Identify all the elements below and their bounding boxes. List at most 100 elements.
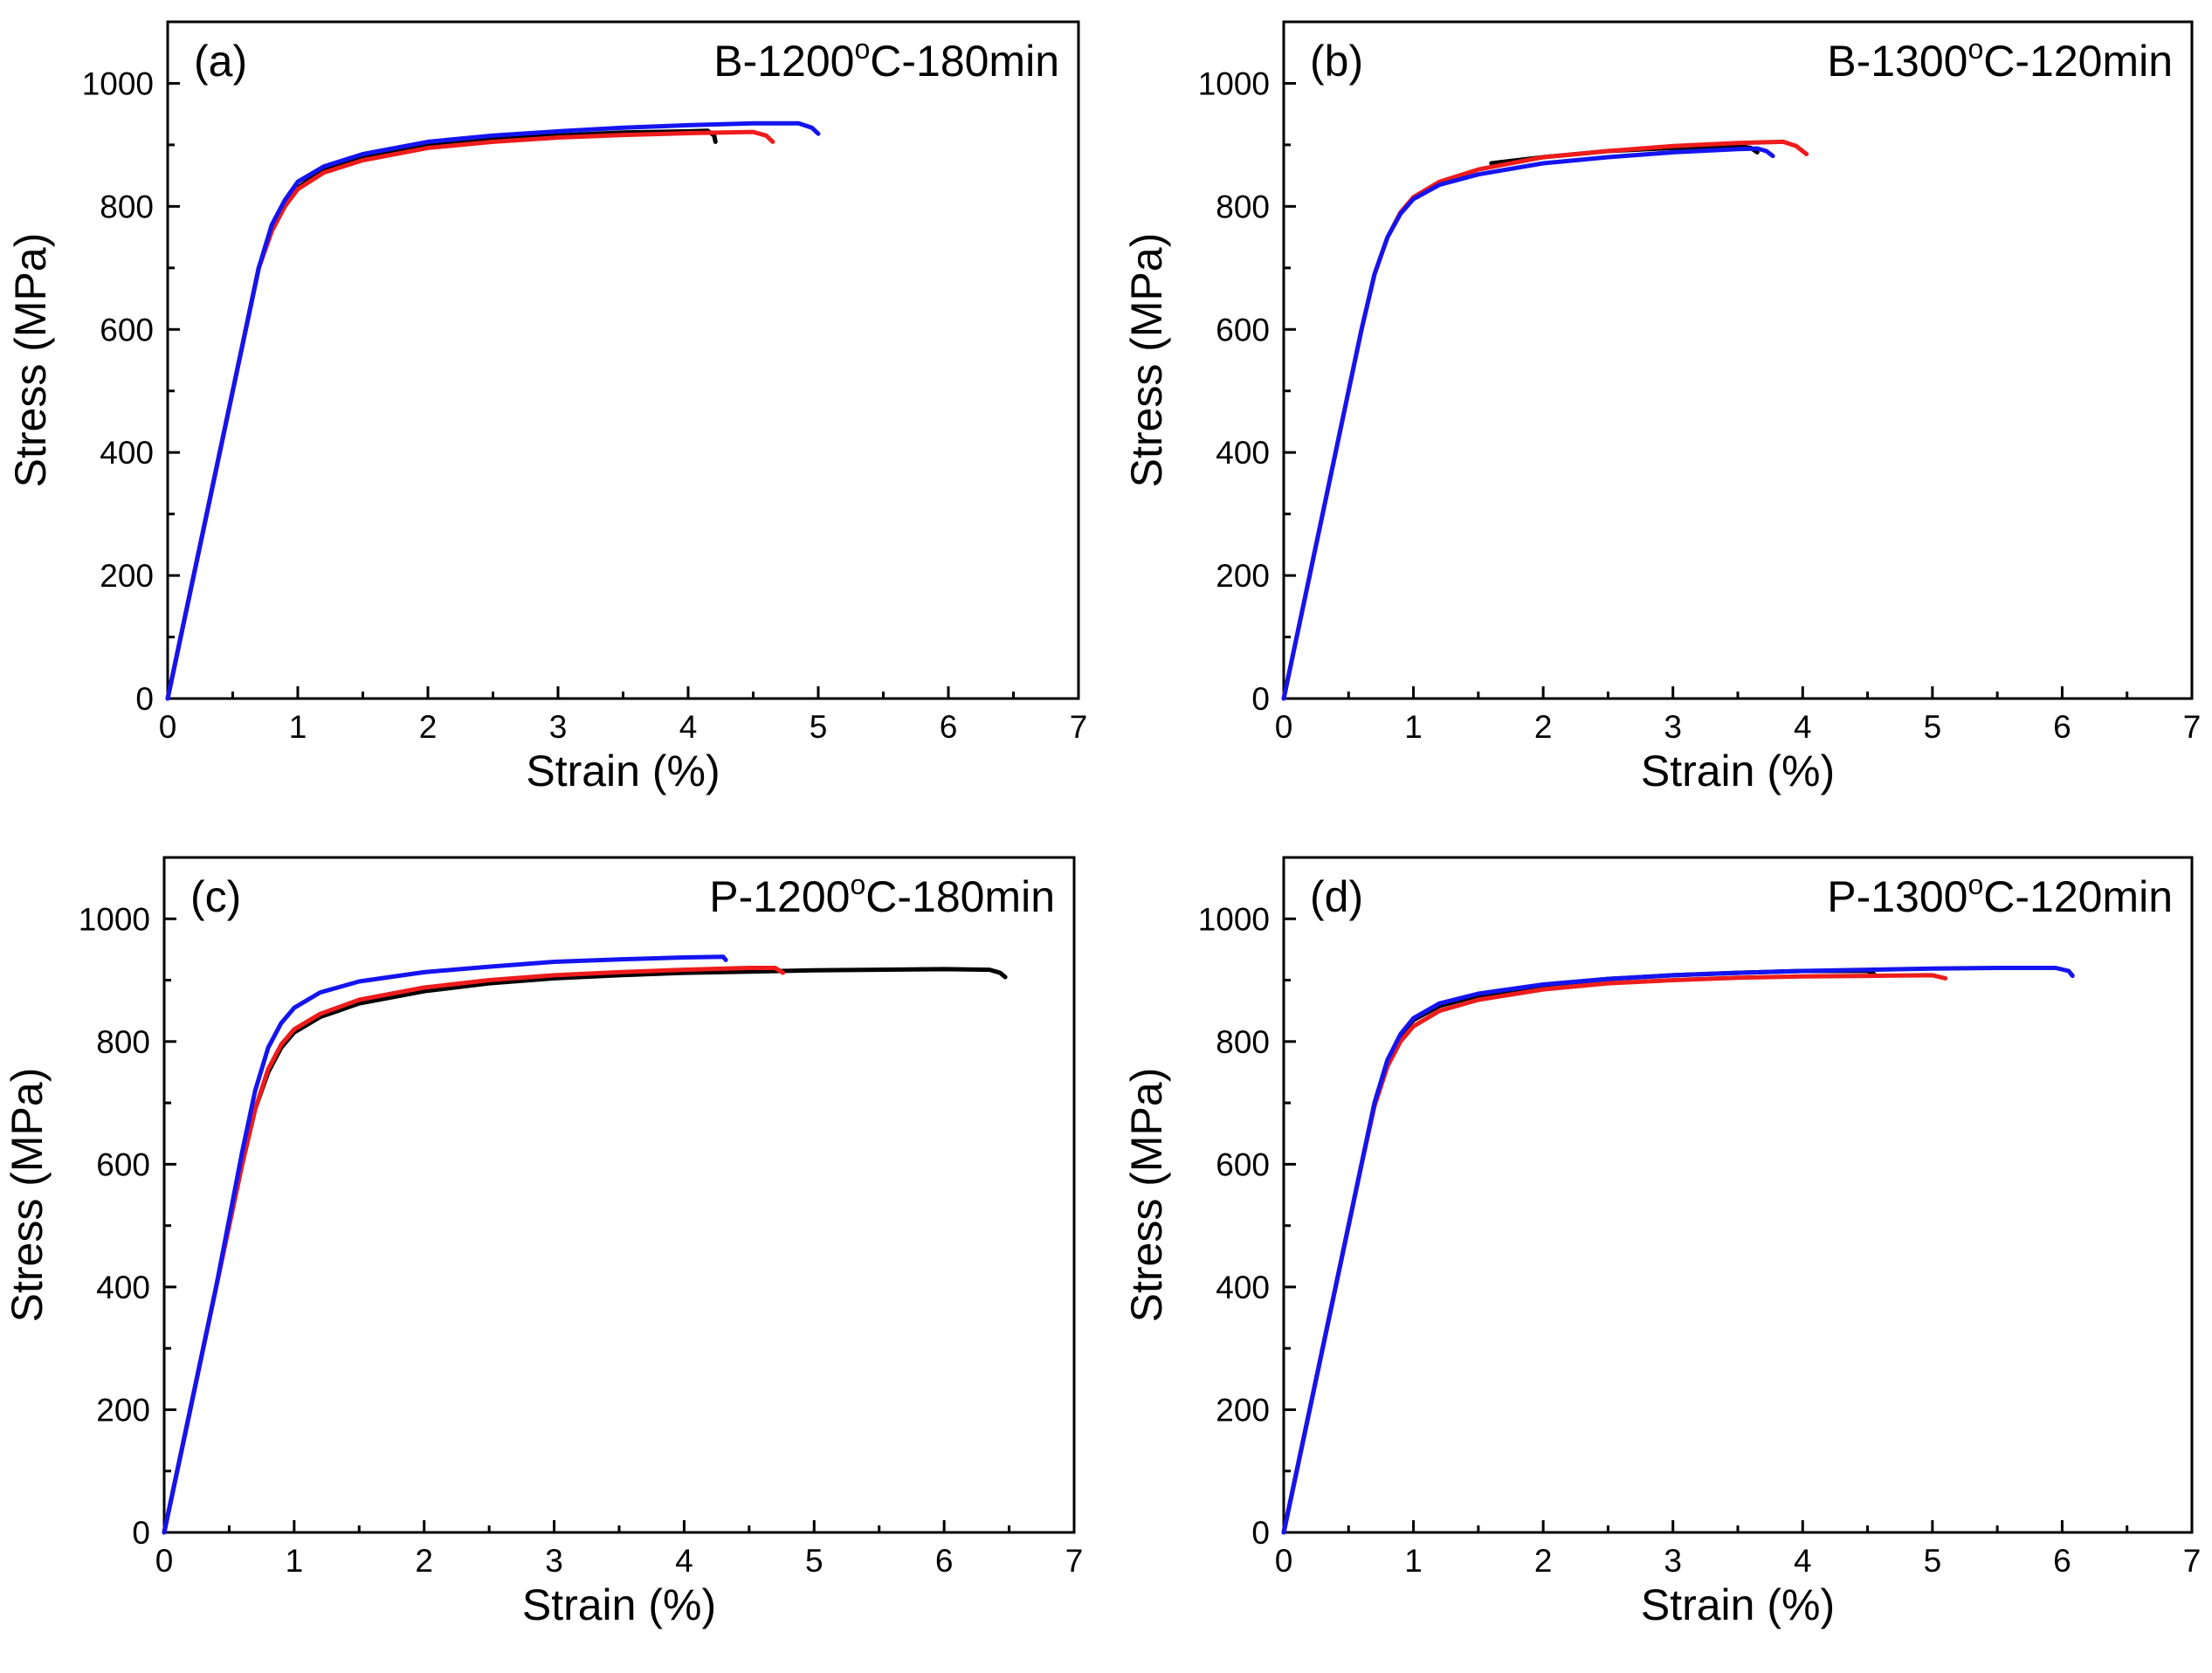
- panel-title-sup: o: [850, 869, 865, 900]
- y-tick-label: 0: [135, 681, 154, 717]
- y-tick-label: 200: [96, 1392, 150, 1428]
- y-tick-label: 800: [1216, 189, 1270, 224]
- y-tick-label: 600: [1216, 312, 1270, 348]
- x-tick-label: 2: [1534, 709, 1553, 745]
- x-tick-label: 4: [679, 709, 698, 745]
- series-line-red: [165, 129, 775, 701]
- panel-title-sup: o: [1967, 869, 1983, 900]
- x-tick-label: 6: [935, 1543, 954, 1579]
- series-line-blue: [1281, 966, 2075, 1535]
- x-tick-label: 4: [1794, 1543, 1812, 1579]
- x-tick-label: 3: [1664, 1543, 1682, 1579]
- panel-label: (c): [190, 872, 241, 921]
- series-line-red: [1281, 973, 1948, 1535]
- x-tick-label: 6: [2053, 709, 2071, 745]
- panel-title-tail: C-180min: [865, 872, 1055, 921]
- panel-title-main: P-1300: [1827, 872, 1967, 921]
- panel-title-tail: C-120min: [1983, 872, 2173, 921]
- x-tick-label: 0: [1275, 709, 1293, 745]
- y-tick-label: 200: [1216, 1392, 1270, 1428]
- x-axis-title: Strain (%): [526, 747, 720, 795]
- y-tick-label: 400: [1216, 435, 1270, 471]
- x-tick-label: 4: [1794, 709, 1812, 745]
- series-line-black: [1281, 968, 1877, 1535]
- series-line-black: [165, 128, 718, 701]
- y-axis-title: Stress (MPa): [1122, 1068, 1171, 1323]
- y-tick-label: 0: [1251, 681, 1270, 717]
- y-tick-label: 600: [96, 1146, 150, 1182]
- y-tick-label: 0: [1251, 1515, 1270, 1551]
- x-tick-label: 1: [289, 709, 307, 745]
- y-tick-label: 1000: [1198, 65, 1270, 101]
- x-tick-label: 7: [2183, 709, 2202, 745]
- chart-panel-1: 0 1 2 3 4 5 6 7 0 200 400 600 800 1000 Strain (%) Stres…: [1122, 20, 2202, 795]
- chart-panel-2: 0 1 2 3 4 5 6 7 0 200 400 600 800 1000 Strain (%) Stres…: [3, 856, 1084, 1629]
- y-tick-label: 200: [100, 558, 154, 594]
- x-tick-label: 3: [549, 709, 568, 745]
- panel-title: P-1300oC-120min: [1827, 869, 2173, 921]
- x-tick-label: 2: [415, 1543, 433, 1579]
- panel-title-main: P-1200: [709, 872, 850, 921]
- chart-panel-0: 0 1 2 3 4 5 6 7 0 200 400 600 800 1000 Strain (%) Stres…: [6, 20, 1088, 795]
- series-line-blue: [1281, 146, 1775, 701]
- y-tick-label: 1000: [79, 901, 150, 937]
- x-tick-label: 2: [1534, 1543, 1553, 1579]
- x-tick-label: 1: [286, 1543, 304, 1579]
- chart-panel-3: 0 1 2 3 4 5 6 7 0 200 400 600 800 1000 Strain (%) Stres…: [1122, 856, 2202, 1629]
- x-tick-label: 3: [545, 1543, 563, 1579]
- x-axis-title: Strain (%): [1641, 747, 1835, 795]
- x-tick-label: 5: [805, 1543, 823, 1579]
- panel-label: (d): [1310, 872, 1363, 921]
- y-tick-label: 600: [1216, 1146, 1270, 1182]
- x-tick-label: 2: [419, 709, 438, 745]
- x-tick-label: 7: [1070, 709, 1088, 745]
- series-line-red: [162, 966, 786, 1535]
- y-tick-label: 600: [100, 312, 154, 348]
- panel-label: (a): [194, 37, 247, 86]
- y-tick-label: 800: [1216, 1024, 1270, 1060]
- x-tick-label: 0: [155, 1543, 174, 1579]
- panel-title-sup: o: [1967, 33, 1983, 65]
- y-tick-label: 800: [96, 1024, 150, 1060]
- y-axis-title: Stress (MPa): [1122, 233, 1171, 488]
- series-line-black: [162, 967, 1008, 1535]
- series-line-blue: [162, 954, 728, 1535]
- x-tick-label: 6: [2053, 1543, 2071, 1579]
- x-tick-label: 7: [1065, 1543, 1084, 1579]
- panel-title-sup: o: [854, 33, 870, 65]
- x-tick-label: 5: [1924, 1543, 1942, 1579]
- x-tick-label: 7: [2183, 1543, 2202, 1579]
- series-line-blue: [165, 120, 821, 701]
- x-tick-label: 6: [940, 709, 958, 745]
- plot-frame: [1282, 20, 2194, 700]
- x-axis-title: Strain (%): [522, 1580, 716, 1629]
- panel-title-main: B-1200: [713, 37, 854, 86]
- y-tick-label: 400: [100, 435, 154, 471]
- y-tick-label: 800: [100, 189, 154, 224]
- x-axis-title: Strain (%): [1641, 1580, 1835, 1629]
- x-tick-label: 1: [1404, 1543, 1423, 1579]
- x-tick-label: 0: [159, 709, 177, 745]
- x-tick-label: 4: [675, 1543, 693, 1579]
- y-tick-label: 200: [1216, 558, 1270, 594]
- panel-label: (b): [1310, 37, 1363, 86]
- panel-title-tail: C-120min: [1983, 37, 2173, 86]
- series-line-red: [1281, 139, 1809, 701]
- y-tick-label: 1000: [1198, 901, 1270, 937]
- plot-frame: [166, 20, 1080, 700]
- x-tick-label: 5: [1924, 709, 1942, 745]
- panel-title-main: B-1300: [1827, 37, 1967, 86]
- y-tick-label: 1000: [82, 65, 154, 101]
- y-tick-label: 400: [1216, 1270, 1270, 1305]
- panel-title-tail: C-180min: [870, 37, 1059, 86]
- y-tick-label: 400: [96, 1270, 150, 1305]
- y-axis-title: Stress (MPa): [6, 233, 55, 488]
- panel-title: B-1300oC-120min: [1827, 33, 2173, 86]
- y-axis-title: Stress (MPa): [3, 1068, 52, 1323]
- x-tick-label: 5: [810, 709, 828, 745]
- panel-title: P-1200oC-180min: [709, 869, 1055, 921]
- x-tick-label: 3: [1664, 709, 1682, 745]
- y-tick-label: 0: [132, 1515, 150, 1551]
- plot-frame: [1282, 856, 2194, 1534]
